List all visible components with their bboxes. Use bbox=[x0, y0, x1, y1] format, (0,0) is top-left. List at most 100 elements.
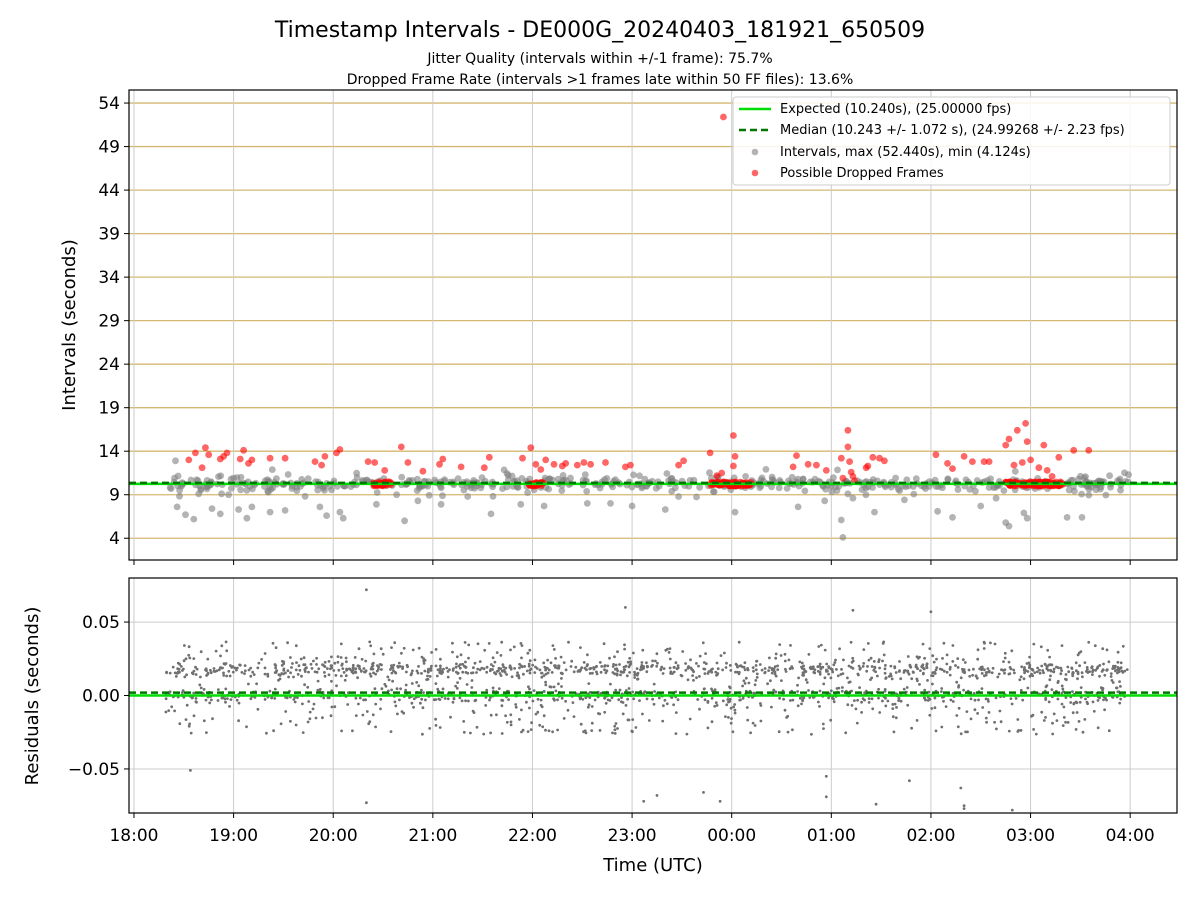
residual-point bbox=[1012, 668, 1016, 672]
dropped-frame-point bbox=[980, 458, 988, 465]
residual-point bbox=[294, 644, 298, 648]
residual-point bbox=[528, 648, 532, 652]
chart-subtitle-dropped: Dropped Frame Rate (intervals >1 frames … bbox=[347, 72, 854, 88]
residual-point bbox=[824, 774, 828, 778]
residual-point bbox=[500, 732, 504, 735]
residual-point bbox=[836, 674, 840, 678]
interval-point bbox=[243, 514, 251, 522]
residual-point bbox=[914, 665, 918, 669]
residual-point bbox=[713, 704, 717, 708]
residual-point bbox=[572, 715, 576, 718]
residual-point bbox=[584, 731, 588, 735]
residual-point bbox=[517, 674, 520, 678]
interval-point bbox=[966, 486, 974, 493]
residual-point bbox=[800, 661, 804, 665]
residual-point bbox=[500, 698, 504, 702]
residual-point bbox=[557, 666, 561, 670]
residual-point bbox=[724, 666, 728, 669]
residual-point bbox=[184, 657, 188, 661]
residual-point bbox=[895, 706, 898, 709]
residual-point bbox=[427, 667, 430, 671]
interval-point bbox=[288, 485, 296, 492]
residual-point bbox=[229, 698, 233, 701]
residual-point bbox=[962, 807, 966, 810]
residual-point bbox=[774, 652, 778, 656]
residual-point bbox=[185, 673, 189, 677]
residual-point bbox=[684, 668, 688, 672]
residual-point bbox=[1010, 649, 1014, 653]
residual-point bbox=[967, 668, 971, 672]
residual-point bbox=[500, 704, 504, 708]
residual-point bbox=[807, 689, 810, 692]
residual-point bbox=[816, 700, 820, 704]
interval-point bbox=[710, 488, 718, 496]
residual-point bbox=[1030, 714, 1033, 718]
residual-point bbox=[295, 661, 298, 664]
interval-point bbox=[1085, 491, 1093, 499]
residual-point bbox=[482, 732, 486, 736]
residual-point bbox=[980, 672, 984, 675]
residual-point bbox=[343, 678, 347, 682]
interval-point bbox=[301, 492, 309, 500]
residual-point bbox=[439, 664, 442, 668]
residual-point bbox=[528, 706, 531, 710]
residual-point bbox=[751, 666, 755, 669]
residual-point bbox=[525, 669, 529, 673]
residual-point bbox=[282, 660, 286, 664]
residual-point bbox=[884, 664, 887, 667]
residual-point bbox=[462, 730, 466, 734]
residual-point bbox=[1023, 671, 1026, 675]
residual-point bbox=[372, 652, 376, 656]
residual-point bbox=[497, 687, 501, 690]
residual-point bbox=[1042, 671, 1045, 675]
residual-point bbox=[721, 668, 724, 672]
residual-point bbox=[973, 698, 977, 702]
residual-point bbox=[224, 700, 227, 704]
residual-point bbox=[351, 668, 355, 672]
interval-point bbox=[487, 510, 495, 518]
residual-point bbox=[1114, 669, 1117, 673]
residual-point bbox=[824, 795, 828, 799]
residual-point bbox=[1031, 674, 1035, 678]
residual-point bbox=[205, 669, 208, 673]
residual-point bbox=[227, 669, 231, 673]
interval-point bbox=[401, 517, 408, 525]
residual-point bbox=[1052, 670, 1055, 674]
residual-point bbox=[940, 687, 944, 690]
residual-point bbox=[474, 698, 478, 702]
residual-point bbox=[802, 696, 806, 700]
residual-point bbox=[942, 699, 945, 703]
residual-point bbox=[620, 700, 623, 704]
residual-point bbox=[519, 642, 523, 645]
residual-point bbox=[840, 689, 844, 693]
residual-point bbox=[838, 647, 841, 651]
residual-point bbox=[326, 667, 329, 670]
residual-point bbox=[527, 662, 531, 666]
residual-point bbox=[929, 610, 933, 614]
residual-point bbox=[542, 661, 546, 665]
dropped-frame-point bbox=[881, 457, 888, 465]
interval-point bbox=[540, 502, 548, 510]
dropped-frame-point bbox=[192, 449, 199, 457]
residual-point bbox=[379, 647, 383, 651]
residual-point bbox=[282, 672, 285, 676]
residual-point bbox=[1085, 666, 1089, 669]
residual-point bbox=[1065, 678, 1068, 682]
residual-point bbox=[983, 641, 986, 645]
residual-point bbox=[304, 667, 307, 670]
residual-point bbox=[278, 677, 282, 681]
residual-point bbox=[187, 653, 191, 657]
residual-point bbox=[470, 686, 474, 689]
residual-point bbox=[217, 688, 220, 691]
residual-point bbox=[263, 666, 267, 670]
interval-point bbox=[607, 500, 614, 507]
residual-point bbox=[714, 670, 718, 674]
residual-point bbox=[629, 660, 632, 664]
residual-point bbox=[1048, 678, 1052, 682]
residual-point bbox=[487, 642, 491, 645]
residual-point bbox=[527, 664, 531, 668]
interval-point bbox=[834, 466, 841, 474]
dropped-frame-point bbox=[844, 426, 852, 434]
dropped-frame-point bbox=[844, 443, 852, 451]
residual-point bbox=[311, 707, 315, 711]
